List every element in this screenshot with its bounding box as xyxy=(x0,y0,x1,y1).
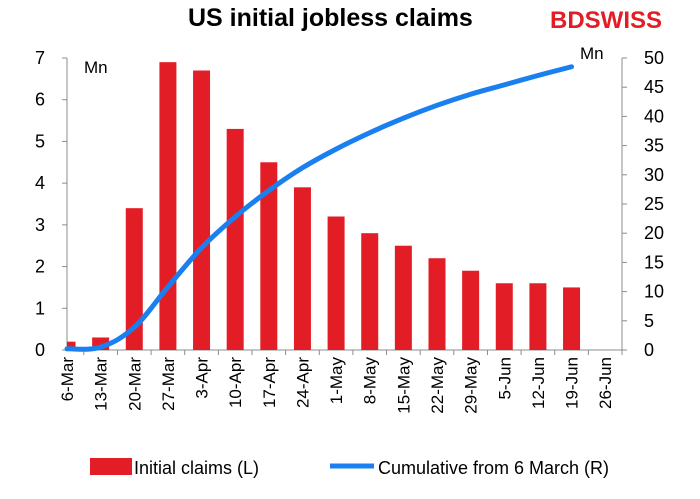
legend: Initial claims (L) Cumulative from 6 Marc… xyxy=(90,458,609,478)
x-label-29-May: 29-May xyxy=(462,357,481,414)
bar-19-Jun xyxy=(563,287,581,350)
bar-24-Apr xyxy=(293,187,311,350)
right-tick-label: 5 xyxy=(644,311,654,331)
x-label-1-May: 1-May xyxy=(327,357,346,405)
right-tick-label: 45 xyxy=(644,77,664,97)
right-tick-label: 35 xyxy=(644,136,664,156)
left-tick-label: 0 xyxy=(35,340,45,360)
brand-logo: BDSWISS xyxy=(550,7,662,35)
x-label-3-Apr: 3-Apr xyxy=(193,357,212,399)
right-tick-label: 30 xyxy=(644,165,664,185)
left-tick-label: 1 xyxy=(35,298,45,318)
right-tick-label: 15 xyxy=(644,252,664,272)
bar-8-May xyxy=(361,233,379,350)
line-group xyxy=(64,64,575,352)
cumulative-line xyxy=(64,64,575,352)
x-label-26-Jun: 26-Jun xyxy=(596,357,615,409)
left-unit-label: Mn xyxy=(84,58,108,77)
legend-bar-swatch xyxy=(90,458,132,475)
bar-1-May xyxy=(327,216,345,350)
x-label-19-Jun: 19-Jun xyxy=(563,357,582,409)
x-label-17-Apr: 17-Apr xyxy=(260,357,279,408)
right-tick-label: 25 xyxy=(644,194,664,214)
bar-27-Mar xyxy=(159,62,177,351)
right-tick-label: 0 xyxy=(644,340,654,360)
right-tick-label: 20 xyxy=(644,223,664,243)
left-tick-label: 6 xyxy=(35,90,45,110)
x-axis-labels: 6-Mar 13-Mar 20-Mar 27-Mar 3-Apr 10-Apr 17-Apr… xyxy=(58,357,615,414)
right-tick-label: 40 xyxy=(644,106,664,126)
right-unit-label: Mn xyxy=(580,44,604,63)
bar-12-Jun xyxy=(529,283,547,350)
x-label-13-Mar: 13-Mar xyxy=(92,357,111,411)
x-label-20-Mar: 20-Mar xyxy=(125,357,144,411)
x-label-10-Apr: 10-Apr xyxy=(226,357,245,408)
right-tick-label: 50 xyxy=(644,48,664,68)
x-label-8-May: 8-May xyxy=(361,357,380,405)
x-label-5-Jun: 5-Jun xyxy=(495,357,514,400)
bar-15-May xyxy=(394,245,412,350)
bar-3-Apr xyxy=(193,70,211,350)
right-tick-label: 10 xyxy=(644,282,664,302)
x-label-15-May: 15-May xyxy=(394,357,413,414)
left-tick-label: 7 xyxy=(35,48,45,68)
left-tick-label: 3 xyxy=(35,215,45,235)
left-tick-label: 5 xyxy=(35,131,45,151)
x-label-12-Jun: 12-Jun xyxy=(529,357,548,409)
bar-6-Mar xyxy=(67,341,76,350)
x-label-27-Mar: 27-Mar xyxy=(159,357,178,411)
legend-bar-label: Initial claims (L) xyxy=(134,458,259,478)
left-tick-label: 4 xyxy=(35,173,45,193)
legend-line-label: Cumulative from 6 March (R) xyxy=(378,458,609,478)
left-tick-label: 2 xyxy=(35,257,45,277)
bar-22-May xyxy=(428,258,446,350)
chart-title: US initial jobless claims xyxy=(188,4,473,32)
bar-20-Mar xyxy=(125,208,143,350)
logo-bd: BD xyxy=(550,7,585,34)
bars-group xyxy=(67,62,581,351)
bar-5-Jun xyxy=(495,283,513,350)
x-label-22-May: 22-May xyxy=(428,357,447,414)
x-label-24-Apr: 24-Apr xyxy=(293,357,312,408)
bar-17-Apr xyxy=(260,162,278,350)
logo-swiss: SWISS xyxy=(584,7,663,34)
bar-10-Apr xyxy=(226,128,244,350)
x-label-6-Mar: 6-Mar xyxy=(58,357,77,402)
bar-29-May xyxy=(462,270,480,350)
